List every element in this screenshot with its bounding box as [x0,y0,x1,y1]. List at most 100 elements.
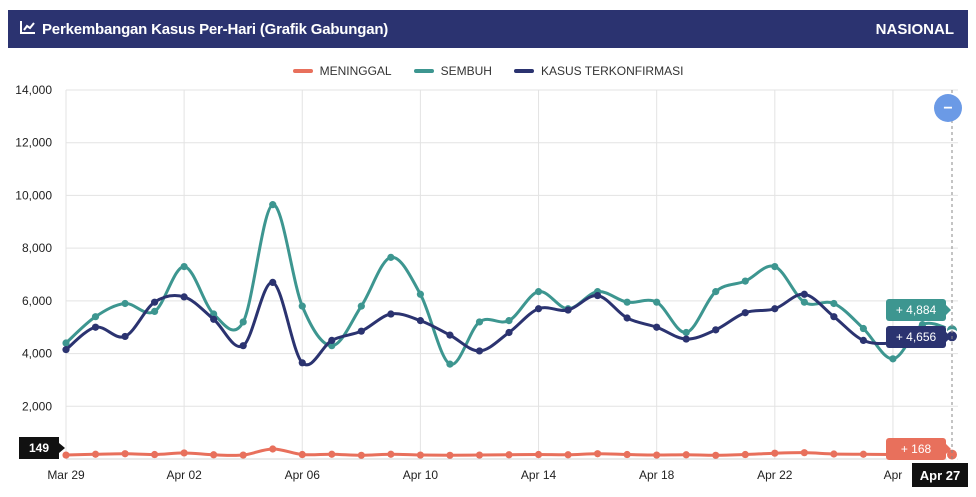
data-point-sembuh [712,288,720,296]
legend-swatch [413,69,434,73]
tooltip-kasus-terkonfirmasi-box [886,326,946,348]
legend-item-kasus-terkonfirmasi[interactable]: KASUS TERKONFIRMASI [513,64,684,78]
zoom-out-icon: − [943,100,952,117]
data-point-kasus-terkonfirmasi [121,332,129,341]
y-hover-badge-arrow [59,443,65,453]
data-point-kasus-terkonfirmasi [151,298,159,306]
data-point-sembuh [859,324,868,333]
data-point-sembuh [62,339,70,347]
data-point-kasus-terkonfirmasi [712,326,720,334]
x-tick-label: Apr 06 [285,468,321,482]
data-point-sembuh [328,342,336,350]
data-point-kasus-terkonfirmasi [239,342,247,350]
y-tick-label: 8,000 [22,241,52,255]
data-point-meninggal [91,450,100,458]
data-point-meninggal [387,450,395,458]
data-point-meninggal [298,450,306,459]
tooltip-meninggal: + 168 [886,438,951,460]
y-tick-label: 10,000 [15,188,52,202]
x-hover-label: Apr 27 [920,468,960,483]
chart-title: Perkembangan Kasus Per-Hari (Grafik Gabu… [42,20,389,38]
x-hover-badge-box [912,463,968,487]
y-tick-label: 6,000 [22,294,52,308]
data-point-kasus-terkonfirmasi [653,323,661,331]
data-point-kasus-terkonfirmasi [328,336,336,344]
data-point-kasus-terkonfirmasi [357,327,365,335]
legend-swatch [292,69,313,73]
region-label: NASIONAL [875,20,954,38]
data-point-sembuh [416,290,424,298]
data-point-kasus-terkonfirmasi [387,310,395,318]
x-tick-label: Apr [884,468,903,482]
data-point-kasus-terkonfirmasi [416,317,424,325]
zoom-out-button[interactable] [934,94,962,122]
legend-label: SEMBUH [440,64,492,78]
data-point-sembuh [475,318,484,326]
data-point-kasus-terkonfirmasi [800,290,808,298]
legend-label: MENINGGAL [319,64,392,78]
data-point-meninggal [594,450,602,458]
data-point-sembuh [121,299,129,308]
data-point-sembuh [771,262,779,271]
data-point-meninggal [653,451,661,459]
data-point-meninggal [328,450,336,458]
tooltip-kasus-terkonfirmasi-arrow [946,332,951,342]
data-point-kasus-terkonfirmasi [505,328,513,337]
legend-label: KASUS TERKONFIRMASI [540,64,684,78]
data-point-kasus-terkonfirmasi [771,305,779,313]
tooltip-meninggal-arrow [946,444,951,454]
x-tick-label: Apr 22 [757,468,793,482]
y-hover-badge: 149 [19,437,65,459]
data-point-meninggal [534,450,543,459]
tooltip-meninggal-text: + 168 [901,442,932,456]
data-point-sembuh [505,317,513,325]
tooltip-kasus-terkonfirmasi-text: + 4,656 [896,330,937,344]
data-point-kasus-terkonfirmasi [298,359,306,367]
legend-item-meninggal[interactable]: MENINGGAL [292,64,392,78]
tooltip-sembuh: + 4,884 [886,299,951,321]
data-point-sembuh [239,318,247,326]
data-point-meninggal [712,451,720,459]
data-point-meninggal [180,449,188,457]
y-hover-value: 149 [29,441,49,455]
data-point-meninggal [771,449,779,457]
data-point-sembuh [830,299,838,308]
data-point-kasus-terkonfirmasi [91,323,100,331]
tooltip-sembuh-text: + 4,884 [896,303,937,317]
data-point-meninggal [151,450,159,459]
data-point-kasus-terkonfirmasi [210,315,218,323]
data-point-sembuh [357,302,365,310]
data-point-kasus-terkonfirmasi [623,314,631,322]
legend-swatch [513,69,534,73]
data-point-meninggal [830,450,838,458]
y-tick-label: 4,000 [22,347,52,361]
data-point-sembuh [741,277,749,285]
y-tick-label: 12,000 [15,136,52,150]
data-point-meninggal [446,451,454,459]
data-point-kasus-terkonfirmasi [180,293,188,301]
data-point-sembuh [623,298,631,306]
tooltip-sembuh-arrow [946,305,951,315]
x-tick-label: Apr 14 [521,468,557,482]
data-point-meninggal [682,451,690,459]
data-point-meninggal [269,445,277,453]
data-point-kasus-terkonfirmasi [682,335,690,343]
x-tick-label: Mar 29 [47,468,85,482]
data-point-sembuh [682,328,690,337]
data-point-kasus-terkonfirmasi [594,291,602,300]
data-point-kasus-terkonfirmasi [564,306,572,314]
data-point-meninggal [210,451,218,459]
line-chart-icon [20,20,36,39]
legend-item-sembuh[interactable]: SEMBUH [413,64,492,78]
data-point-sembuh [151,307,159,315]
data-point-kasus-terkonfirmasi [534,305,543,313]
header-title-group: Perkembangan Kasus Per-Hari (Grafik Gabu… [20,20,388,39]
data-point-meninggal [741,450,749,459]
tooltip-meninggal-box [886,438,946,460]
data-point-meninggal [800,449,808,457]
data-point-sembuh [889,355,897,363]
y-tick-label: 14,000 [15,83,52,97]
data-point-sembuh [298,302,306,310]
data-point-meninggal [416,451,424,459]
